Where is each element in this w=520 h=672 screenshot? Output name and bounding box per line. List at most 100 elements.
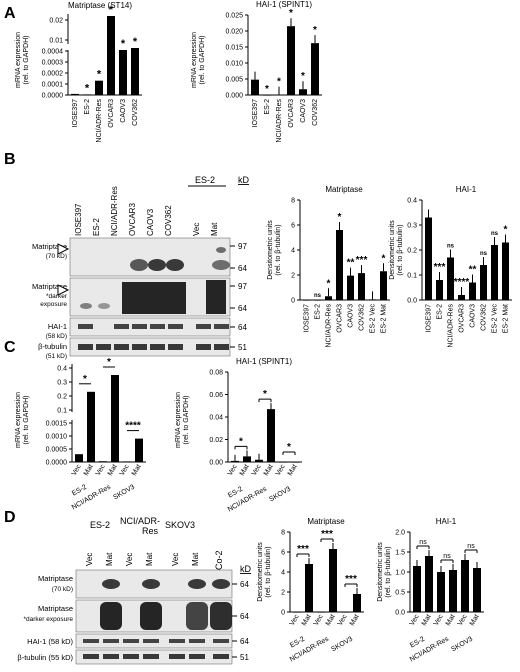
bar	[436, 280, 443, 300]
significance-mark: *	[109, 4, 114, 16]
kd-marker-label: 64	[238, 304, 247, 313]
x-tick-label: Mat	[445, 613, 457, 627]
blot-band	[100, 602, 122, 630]
significance-mark: *	[83, 374, 87, 385]
blot-band	[168, 344, 183, 350]
x-group-label: SKOV3	[268, 486, 292, 504]
lane-label: CaCo-2	[214, 550, 224, 581]
y-tick-label: 0.005	[225, 77, 243, 84]
y-tick-label: 0	[281, 610, 285, 617]
chart-title: HAI-1 (SPINT1)	[236, 357, 292, 366]
blot-band	[83, 654, 99, 659]
bar	[111, 375, 119, 462]
lane-label: NCI/ADR-Res	[110, 186, 119, 236]
bar	[380, 271, 387, 300]
x-tick-label: Vec	[433, 613, 445, 627]
blot-band	[212, 579, 230, 589]
blot-band	[132, 324, 147, 329]
x-tick-label: IOSE397	[72, 99, 79, 128]
significance-mark: ***	[356, 255, 368, 266]
blot-band	[196, 344, 211, 350]
y-tick-label: 4	[291, 248, 295, 255]
arrowhead	[57, 243, 70, 255]
significance-mark: *	[504, 225, 508, 236]
bar	[341, 612, 349, 613]
y-tick-label: 0.015	[225, 45, 243, 52]
y-tick-label: 1.0	[395, 570, 405, 577]
bar	[251, 79, 259, 95]
y-tick-label: 0	[291, 298, 295, 305]
bar	[123, 461, 131, 462]
y-tick-label: 0.08	[209, 370, 223, 377]
bar	[336, 230, 343, 300]
y-tick-label: 0.000	[225, 93, 243, 100]
x-group-label: ES-2	[71, 484, 88, 498]
y-axis-label: (rel. to GAPDH)	[23, 395, 30, 444]
y-tick-label: 2.0	[395, 530, 405, 537]
y-tick-label: 0.4	[407, 198, 417, 205]
chart-title: Matriptase (ST14)	[68, 1, 132, 10]
bar	[305, 564, 313, 612]
blot-band	[96, 344, 111, 350]
x-tick-label: NCI/ADR-Res	[96, 99, 103, 143]
x-tick-label: Vec	[71, 463, 83, 477]
blot-band	[213, 654, 229, 659]
y-tick-label: 0.0015	[46, 421, 68, 428]
y-tick-label: 0.02	[49, 18, 63, 25]
x-tick-label: Vec	[251, 463, 263, 477]
blot-band	[140, 602, 162, 630]
bar	[83, 94, 91, 95]
blot-row-label: *darker	[46, 293, 68, 300]
blot-band	[168, 324, 183, 329]
bar	[347, 275, 354, 300]
y-axis-label: (rel. to β-tubulin)	[265, 546, 272, 597]
lane-label: CAOV3	[146, 208, 155, 236]
y-tick-label: 0.2	[57, 394, 67, 401]
blot-band	[80, 303, 92, 309]
blot-row-label: (51 kD)	[46, 353, 67, 360]
lane-label: Mat	[191, 552, 200, 566]
panel-label-d: D	[4, 509, 16, 526]
bar	[353, 594, 361, 612]
y-tick-label: 0.00	[209, 460, 223, 467]
significance-mark: ns	[467, 543, 475, 550]
blot-band	[142, 579, 160, 589]
x-tick-label: ES-2	[264, 99, 271, 115]
panel-label-c: C	[4, 339, 16, 356]
blots-layer: IOSE397 ES-2 NCI/ADR-Res OVCAR3 CAOV3 COV362 V…	[17, 175, 252, 665]
x-group-label: SKOV3	[112, 484, 136, 502]
bar	[473, 568, 481, 612]
bar	[458, 295, 465, 300]
x-tick-label: COV362	[132, 99, 139, 126]
bar	[491, 245, 498, 300]
blot-row-label: HAI-1	[48, 322, 67, 331]
y-tick-label: 0.0	[395, 610, 405, 617]
y-tick-label: 0.025	[225, 13, 243, 20]
x-tick-label: Vec	[457, 613, 469, 627]
x-tick-label: Mat	[287, 463, 299, 477]
x-tick-label: Vec	[227, 463, 239, 477]
blot-band	[212, 260, 230, 270]
significance-mark: **	[347, 258, 355, 269]
y-tick-label: 0.0003	[42, 60, 64, 67]
y-tick-label: 0.04	[209, 415, 223, 422]
x-tick-label: Vec	[337, 613, 349, 627]
x-tick-label: CAOV3	[120, 99, 127, 123]
significance-mark: *	[287, 442, 291, 453]
lane-label: Mat	[105, 552, 114, 566]
x-tick-label: OVCAR3	[288, 99, 295, 128]
x-tick-label: ES-2 Mat	[503, 304, 510, 333]
lane-label: Vec	[192, 223, 201, 236]
x-group-label: ES-2	[227, 486, 244, 500]
kd-marker-label: 97	[238, 242, 247, 251]
blot-band	[150, 344, 165, 350]
y-axis-label: (rel. to β-tubulin)	[275, 224, 282, 275]
x-tick-label: ES-2 Mat	[381, 304, 388, 333]
y-tick-label: 0.1	[57, 408, 67, 415]
x-tick-label: Vec	[275, 463, 287, 477]
blot-band	[103, 654, 119, 659]
y-tick-label: 0.5	[395, 590, 405, 597]
lane-label: ES-2	[92, 218, 101, 236]
y-tick-label: 0.4	[57, 366, 67, 373]
lane-group-label: ES-2	[195, 175, 215, 185]
